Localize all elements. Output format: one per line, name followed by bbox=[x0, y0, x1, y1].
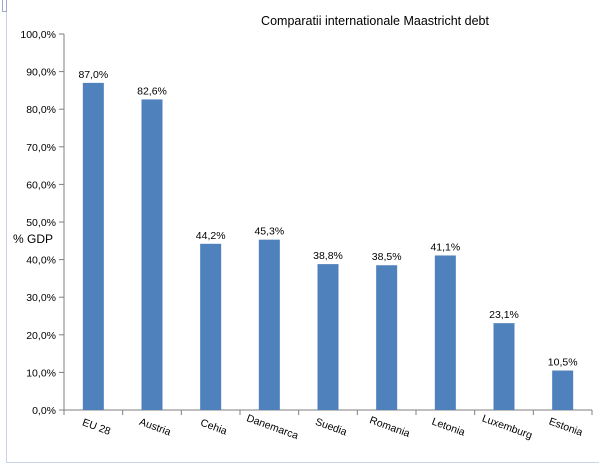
data-label: 23,1% bbox=[489, 309, 519, 321]
data-label: 82,6% bbox=[137, 85, 167, 97]
chart-title: Comparatii internationale Maastricht deb… bbox=[261, 14, 489, 28]
y-tick-label: 50,0% bbox=[26, 217, 56, 229]
data-label: 44,2% bbox=[196, 230, 226, 242]
x-tick-label: Suedia bbox=[314, 416, 349, 439]
x-tick-label: Estonia bbox=[547, 416, 584, 439]
x-tick-label: EU 28 bbox=[81, 417, 113, 438]
bar bbox=[434, 255, 456, 410]
bar bbox=[552, 370, 574, 410]
bar bbox=[493, 323, 515, 410]
y-tick-label: 30,0% bbox=[26, 292, 56, 304]
bar bbox=[376, 265, 398, 410]
data-label: 38,8% bbox=[313, 250, 343, 262]
y-tick-label: 60,0% bbox=[26, 179, 56, 191]
y-tick-label: 70,0% bbox=[26, 142, 56, 154]
bar bbox=[82, 82, 104, 410]
x-tick-label: Danemarca bbox=[245, 412, 300, 442]
x-tick-label: Cehia bbox=[199, 417, 229, 438]
x-tick-label: Romania bbox=[368, 414, 412, 440]
y-tick-label: 20,0% bbox=[26, 330, 56, 342]
bar bbox=[317, 264, 339, 410]
bar bbox=[200, 243, 222, 410]
y-tick-label: 90,0% bbox=[26, 67, 56, 79]
data-label: 10,5% bbox=[548, 357, 578, 369]
x-tick-label: Austria bbox=[138, 416, 173, 439]
y-axis-label: % GDP bbox=[13, 232, 53, 246]
bar bbox=[258, 239, 280, 410]
y-tick-label: 80,0% bbox=[26, 104, 56, 116]
bar bbox=[141, 99, 163, 410]
y-tick-label: 10,0% bbox=[26, 367, 56, 379]
y-tick-label: 100,0% bbox=[20, 29, 56, 41]
axes: 0,0% 10,0% 20,0% 30,0% 40,0% 50,0% 60,0% 70,0% 8… bbox=[20, 29, 593, 417]
data-label: 87,0% bbox=[78, 69, 108, 81]
x-tick-label: Letonia bbox=[430, 416, 467, 439]
data-label: 45,3% bbox=[254, 226, 284, 238]
bars: 87,0% EU 28 82,6% Austria 44,2% Cehia 45,3% Dan… bbox=[78, 69, 584, 442]
data-label: 38,5% bbox=[372, 251, 402, 263]
resize-handle[interactable] bbox=[2, 0, 7, 12]
y-tick-label: 0,0% bbox=[32, 405, 56, 417]
x-tick-label: Luxemburg bbox=[480, 413, 534, 442]
data-label: 41,1% bbox=[430, 241, 460, 253]
y-tick-label: 40,0% bbox=[26, 255, 56, 267]
